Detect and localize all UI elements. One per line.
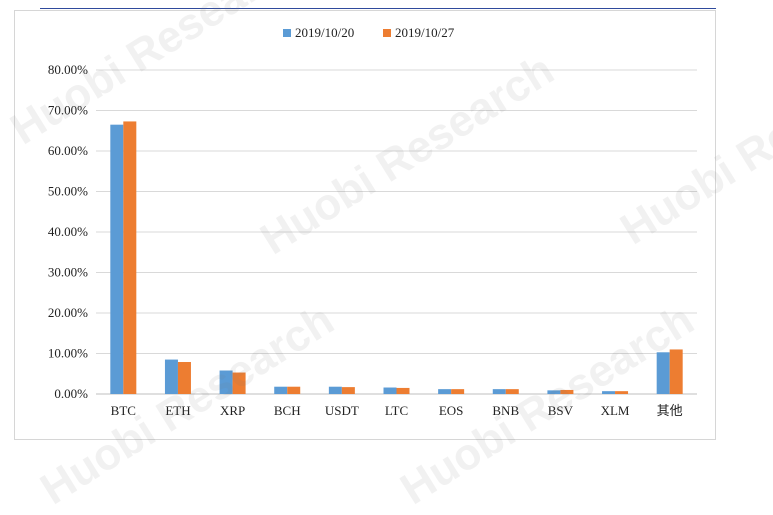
x-tick-label: USDT — [325, 403, 359, 418]
x-tick-label: XRP — [220, 403, 245, 418]
bar — [492, 389, 506, 394]
bar — [656, 352, 670, 394]
bar-chart: 0.00% 10.00% 20.00% 30.00% 40.00% 50.00% 60.00… — [48, 25, 697, 418]
bar — [110, 124, 124, 395]
x-tick-label: BTC — [111, 403, 136, 418]
y-tick-label: 20.00% — [48, 305, 88, 320]
y-tick-label: 10.00% — [48, 346, 88, 361]
x-tick-label: EOS — [439, 403, 464, 418]
y-tick-label: 80.00% — [48, 62, 88, 77]
y-tick-label: 30.00% — [48, 265, 88, 280]
bar — [383, 387, 397, 394]
bar — [451, 389, 465, 394]
bar — [560, 389, 574, 394]
bar — [287, 386, 301, 394]
bar — [505, 389, 519, 394]
bar — [177, 362, 191, 394]
bar — [547, 390, 561, 394]
bar — [669, 349, 683, 394]
legend-label: 2019/10/20 — [295, 25, 354, 40]
bar — [274, 386, 288, 394]
x-tick-label: XLM — [601, 403, 630, 418]
legend-swatch — [283, 29, 291, 37]
y-tick-label: 50.00% — [48, 184, 88, 199]
x-tick-label: 其他 — [657, 403, 683, 418]
bar — [219, 370, 233, 394]
chart-area — [14, 10, 716, 440]
x-tick-label: BCH — [274, 403, 301, 418]
y-tick-label: 40.00% — [48, 224, 88, 239]
y-tick-label: 0.00% — [54, 386, 88, 401]
x-tick-label: BSV — [548, 403, 574, 418]
bar — [438, 389, 452, 394]
bar — [615, 391, 629, 394]
legend-swatch — [383, 29, 391, 37]
bar — [602, 391, 616, 394]
x-tick-label: ETH — [165, 403, 190, 418]
top-rule — [40, 8, 716, 9]
bar — [123, 121, 137, 394]
x-tick-label: LTC — [385, 403, 408, 418]
y-tick-label: 60.00% — [48, 143, 88, 158]
bar — [328, 386, 342, 394]
bar — [341, 387, 355, 394]
bar — [232, 372, 246, 394]
bar — [164, 359, 178, 394]
bar — [396, 387, 410, 394]
legend-label: 2019/10/27 — [395, 25, 455, 40]
y-tick-label: 70.00% — [48, 103, 88, 118]
x-tick-label: BNB — [492, 403, 519, 418]
